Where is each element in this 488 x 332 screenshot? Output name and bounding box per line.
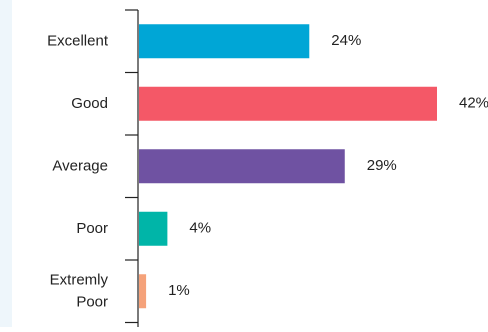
left-background-strip — [0, 0, 12, 327]
value-label: 29% — [367, 157, 397, 174]
category-label-line: Excellent — [47, 32, 109, 49]
category-label-line: Good — [71, 95, 108, 112]
labels-layer: Excellent 24% Good 42% Average 29% Poor 4% Extre… — [47, 32, 488, 310]
category-label-line: Average — [52, 157, 108, 174]
bar-poor — [139, 211, 168, 246]
category-label: Average — [52, 157, 108, 174]
category-label-line: Poor — [76, 293, 108, 310]
category-label: Excellent — [47, 32, 109, 49]
bar-excellent — [139, 24, 310, 59]
category-label-line: Extremly — [50, 271, 109, 288]
bar-average — [139, 149, 345, 184]
value-label: 24% — [331, 32, 361, 49]
value-label: 42% — [459, 95, 488, 112]
bar-good — [139, 86, 437, 121]
bars-layer — [139, 24, 437, 309]
category-label: Poor — [76, 220, 108, 237]
category-label: Good — [71, 95, 108, 112]
axis-layer — [125, 9, 139, 327]
bar-extremly-poor — [139, 274, 147, 309]
category-label-line: Poor — [76, 220, 108, 237]
value-label: 1% — [168, 282, 190, 299]
category-label: Extremly Poor — [50, 271, 109, 310]
value-label: 4% — [189, 220, 211, 237]
